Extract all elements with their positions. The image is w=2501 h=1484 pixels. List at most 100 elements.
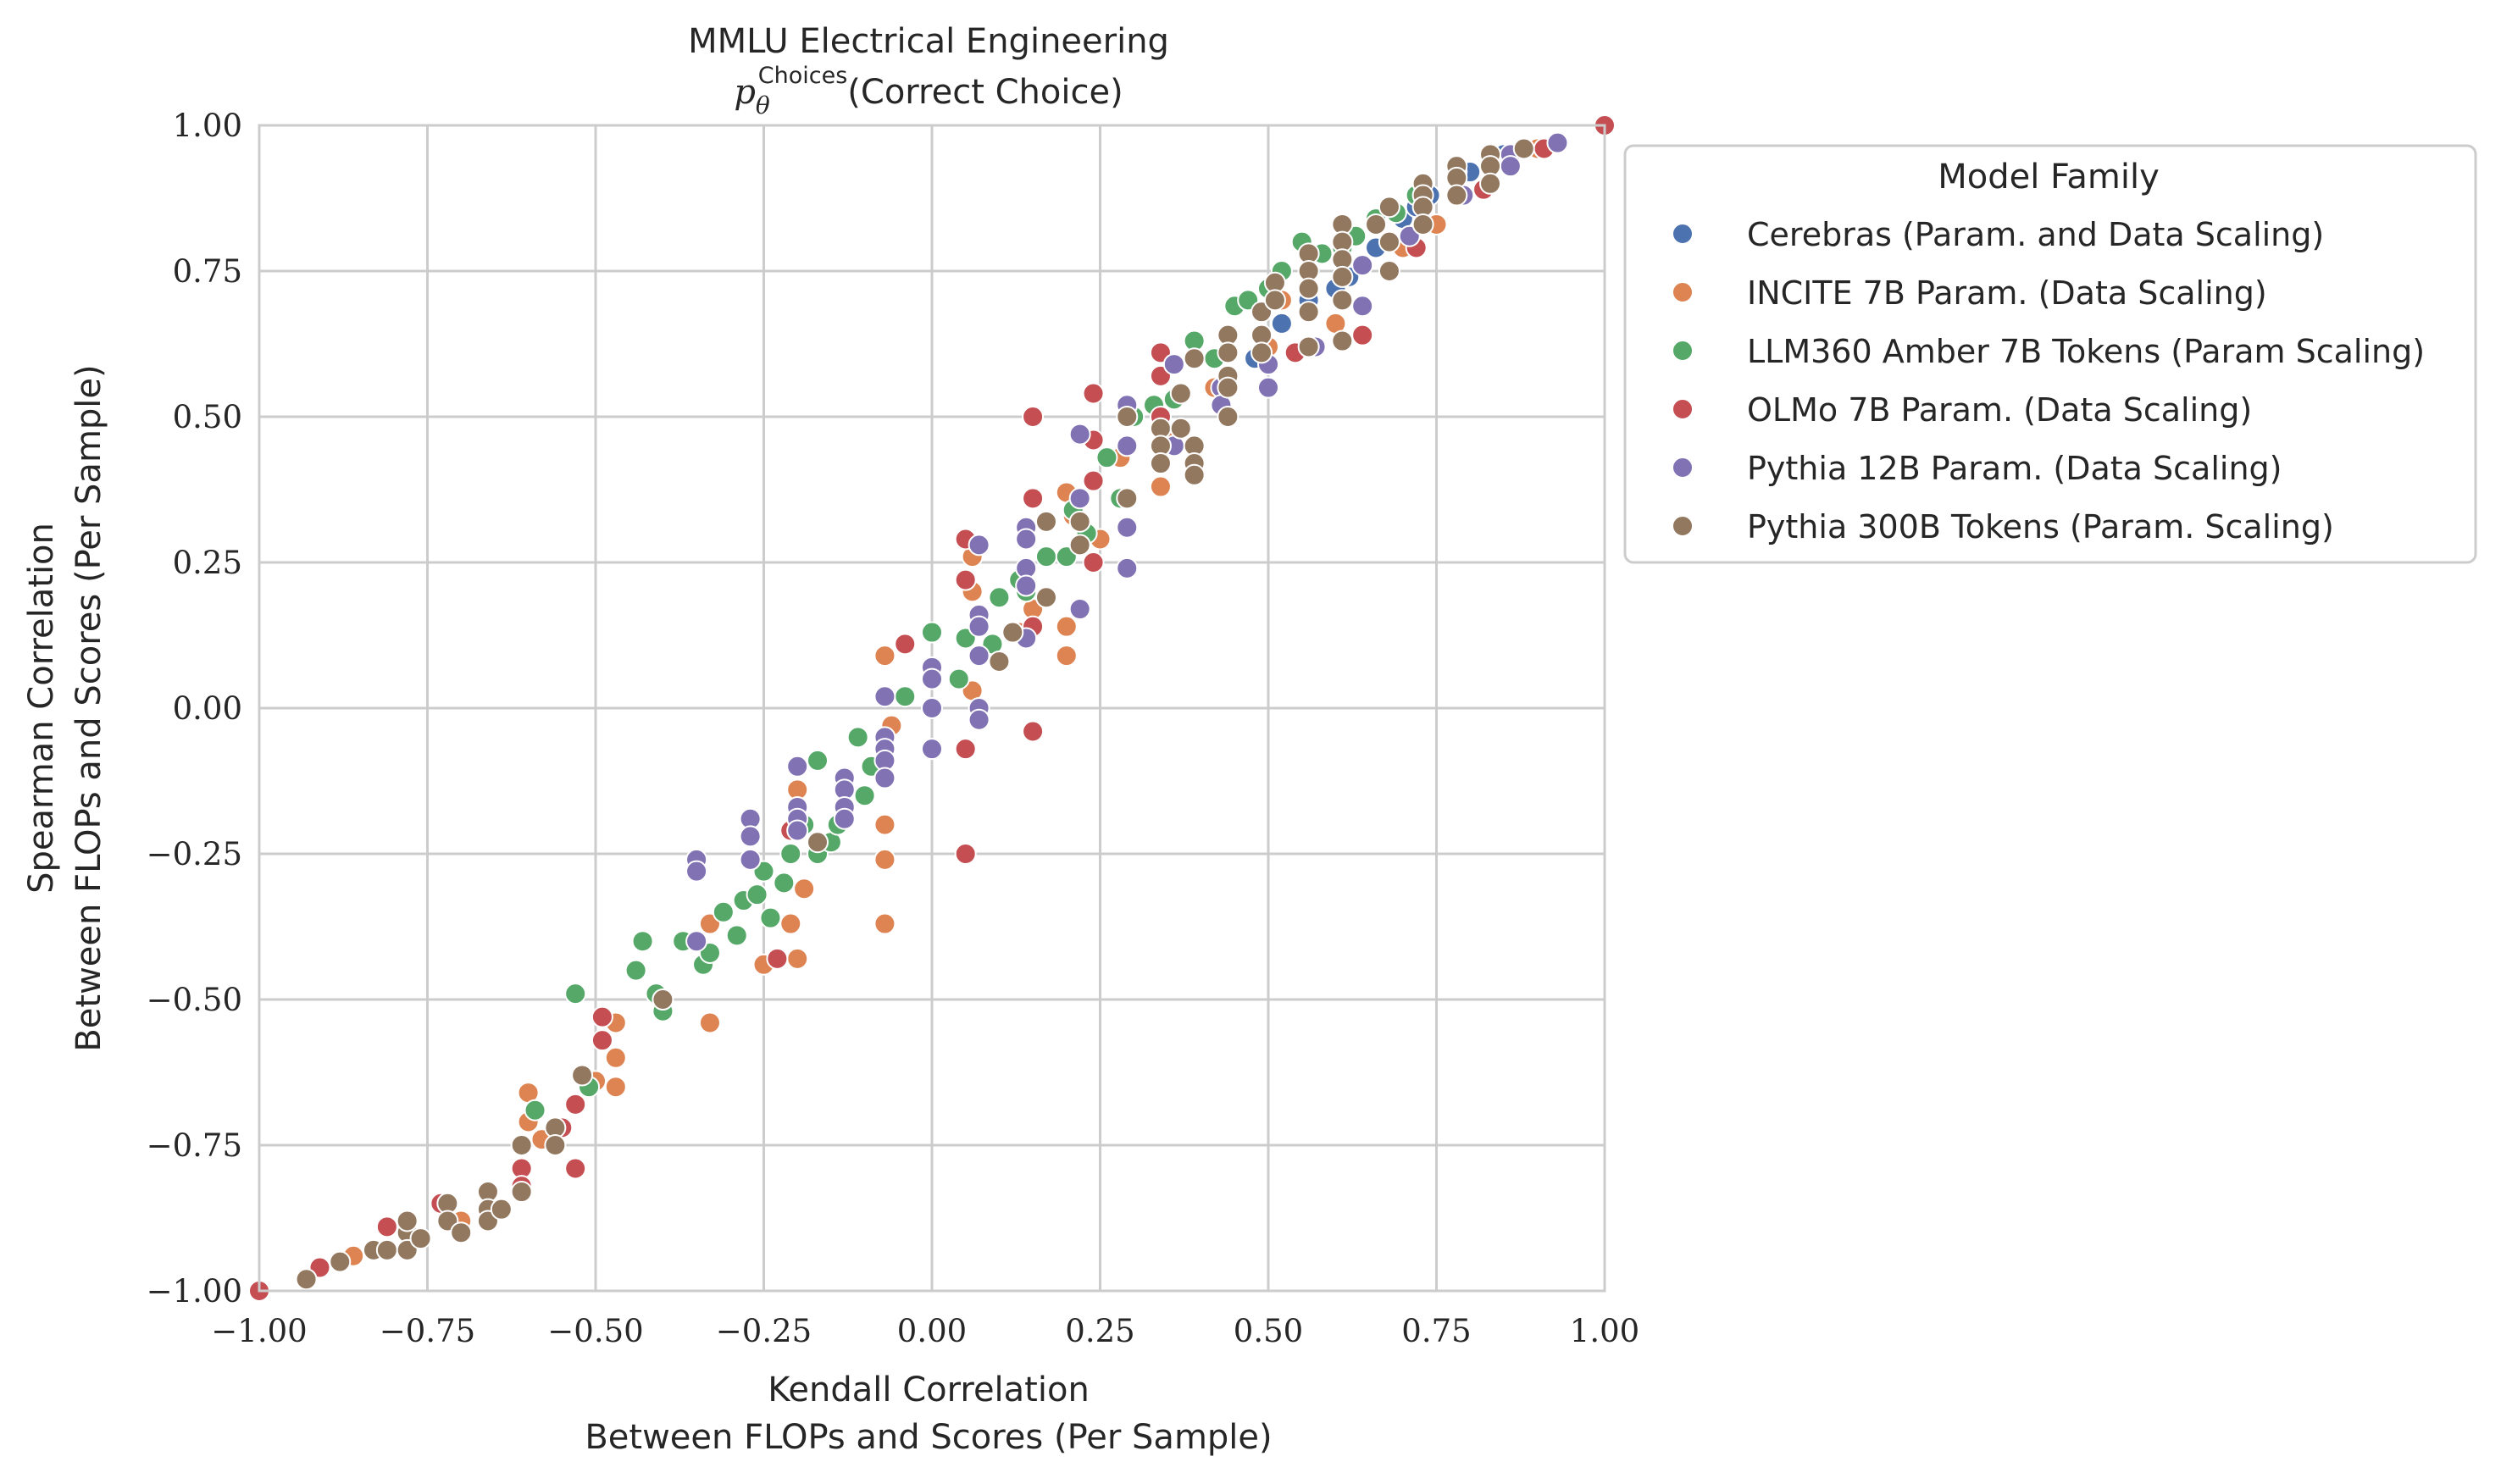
data-point: [1022, 406, 1045, 428]
data-point: [510, 1181, 533, 1204]
y-axis-label-line1: Spearman Correlation: [22, 523, 61, 894]
data-point: [1116, 516, 1139, 539]
data-point: [1217, 406, 1239, 428]
data-point: [450, 1221, 473, 1244]
data-point: [1445, 184, 1468, 207]
x-tick-label: −0.25: [716, 1313, 812, 1349]
legend-label: LLM360 Amber 7B Tokens (Param Scaling): [1747, 333, 2425, 370]
data-point: [921, 667, 943, 690]
data-point: [375, 1215, 398, 1238]
legend-label: Pythia 300B Tokens (Param. Scaling): [1747, 508, 2334, 545]
data-point: [779, 912, 802, 935]
subtitle-superscript: Choices: [758, 63, 848, 89]
data-point: [375, 1238, 398, 1261]
y-tick-labels: −1.00 −0.75 −0.50 −0.25 0.00 0.25 0.50 0.75 1.00: [147, 108, 242, 1310]
chart-title: MMLU Electrical Engineering: [688, 22, 1169, 61]
data-point: [1082, 551, 1105, 573]
data-point: [873, 813, 896, 836]
data-point: [1034, 510, 1057, 533]
data-point: [873, 912, 896, 935]
data-point: [564, 1093, 587, 1116]
data-point: [1068, 423, 1091, 446]
data-point: [793, 878, 816, 900]
data-point: [396, 1210, 419, 1232]
data-point: [954, 738, 977, 761]
data-point: [1183, 463, 1206, 486]
data-point: [652, 988, 674, 1011]
x-tick-label: 0.75: [1401, 1313, 1471, 1349]
series-group: [295, 137, 1535, 1291]
data-point: [807, 831, 829, 854]
data-point: [1351, 324, 1374, 346]
data-point: [295, 1268, 318, 1291]
data-point: [1499, 155, 1522, 178]
data-point: [1116, 435, 1139, 457]
data-point: [759, 906, 782, 929]
data-point: [604, 1046, 627, 1069]
data-point: [1116, 556, 1139, 579]
data-point: [1082, 469, 1105, 492]
y-tick-label: −0.25: [147, 836, 242, 872]
data-point: [624, 959, 647, 982]
data-point: [1022, 720, 1045, 743]
data-point: [1351, 295, 1374, 318]
data-points: [248, 114, 1616, 1302]
data-point: [571, 1064, 594, 1087]
x-tick-label: −1.00: [211, 1313, 307, 1349]
data-point: [1297, 301, 1320, 324]
data-point: [988, 650, 1011, 673]
x-tick-label: 0.25: [1065, 1313, 1134, 1349]
data-point: [954, 568, 977, 591]
data-point: [524, 1099, 546, 1121]
data-point: [1055, 645, 1078, 667]
y-axis-label-line2: Between FLOPs and Scores (Per Sample): [69, 364, 108, 1051]
x-tick-label: 1.00: [1570, 1313, 1639, 1349]
data-point: [968, 645, 990, 667]
data-point: [894, 685, 917, 708]
data-point: [739, 848, 762, 871]
data-point: [1055, 615, 1078, 638]
data-point: [564, 1157, 587, 1180]
x-tick-labels: −1.00 −0.75 −0.50 −0.25 0.00 0.25 0.50 0.75 1.00: [211, 1313, 1639, 1349]
data-point: [409, 1227, 432, 1250]
data-point: [1479, 172, 1502, 195]
data-point: [1116, 406, 1139, 428]
data-point: [631, 930, 654, 953]
data-point: [1068, 598, 1091, 621]
data-point: [1331, 289, 1354, 312]
y-tick-label: 0.50: [173, 399, 242, 435]
legend-marker: [1672, 398, 1694, 420]
data-point: [853, 784, 876, 807]
data-point: [1068, 487, 1091, 510]
data-point: [988, 586, 1011, 609]
data-point: [1217, 376, 1239, 399]
data-point: [773, 872, 796, 894]
data-point: [921, 697, 943, 719]
data-point: [739, 825, 762, 848]
subtitle-prefix: p: [734, 73, 756, 112]
data-point: [1217, 341, 1239, 364]
data-point: [746, 883, 768, 906]
data-point: [786, 947, 809, 970]
data-point: [807, 749, 829, 772]
data-point: [544, 1134, 567, 1156]
data-point: [685, 930, 708, 953]
data-point: [591, 1005, 613, 1028]
y-tick-label: 0.75: [173, 253, 242, 290]
x-axis-label-line1: Kendall Correlation: [768, 1370, 1090, 1409]
data-point: [1378, 230, 1400, 253]
data-point: [1015, 574, 1038, 597]
data-point: [846, 726, 869, 749]
data-point: [1082, 382, 1105, 405]
data-point: [786, 819, 809, 842]
data-point: [1034, 586, 1057, 609]
data-point: [1263, 289, 1286, 312]
data-point: [1022, 487, 1045, 510]
data-point: [604, 1076, 627, 1099]
legend-title: Model Family: [1938, 158, 2160, 197]
x-tick-label: 0.00: [897, 1313, 967, 1349]
legend-label: OLMo 7B Param. (Data Scaling): [1747, 391, 2252, 429]
data-point: [1169, 382, 1192, 405]
data-point: [1546, 131, 1569, 154]
